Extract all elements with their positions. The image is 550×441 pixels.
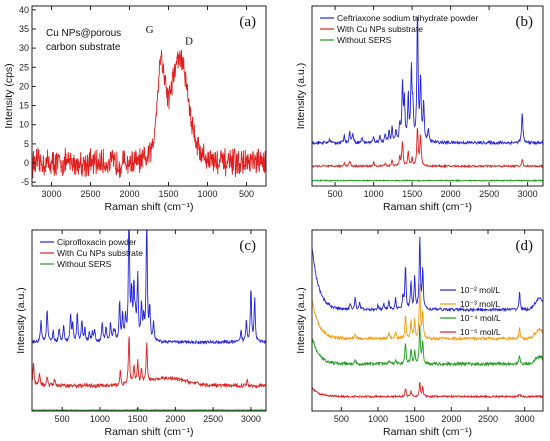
series-line-4 bbox=[312, 381, 543, 399]
legend-entry: 10⁻⁴ mol/L bbox=[460, 313, 501, 323]
x-tick-label: 2500 bbox=[479, 189, 499, 199]
plot-frame bbox=[31, 5, 267, 187]
series-line-2 bbox=[312, 283, 543, 342]
series-line-2 bbox=[32, 336, 266, 389]
annotation-text: Cu NPs@porous bbox=[46, 28, 121, 39]
y-tick-label: 30 bbox=[19, 43, 29, 53]
plot-frame bbox=[311, 229, 544, 412]
x-tick-label: 1500 bbox=[405, 414, 425, 424]
x-tick-label: 2000 bbox=[441, 189, 461, 199]
y-tick-label: 40 bbox=[19, 5, 29, 15]
x-tick-label: 2500 bbox=[478, 414, 498, 424]
y-tick-label: 35 bbox=[19, 24, 29, 34]
x-tick-label: 1500 bbox=[402, 189, 422, 199]
x-tick-label: 2000 bbox=[165, 414, 185, 424]
series-line-3 bbox=[32, 407, 266, 411]
y-tick-label: 20 bbox=[19, 81, 29, 91]
peak-label: G bbox=[146, 24, 154, 36]
x-tick-label: 1000 bbox=[90, 414, 110, 424]
panel-label: (c) bbox=[239, 238, 256, 254]
x-tick-label: 2000 bbox=[119, 189, 139, 199]
series-line-1 bbox=[32, 49, 266, 179]
y-axis-label: Intensity (cps) bbox=[3, 63, 15, 128]
x-tick-label: 1000 bbox=[368, 414, 388, 424]
legend-entry: 10⁻⁵ mol/L bbox=[460, 327, 501, 337]
x-tick-label: 1500 bbox=[128, 414, 148, 424]
x-tick-label: 2000 bbox=[441, 414, 461, 424]
x-tick-label: 500 bbox=[239, 189, 254, 199]
plot-frame bbox=[311, 5, 544, 187]
x-tick-label: 500 bbox=[334, 414, 349, 424]
x-tick-label: 1000 bbox=[197, 189, 217, 199]
y-tick-label: -5 bbox=[21, 177, 29, 187]
series-line-1 bbox=[312, 236, 543, 313]
legend-entry: 10⁻³ mol/L bbox=[460, 299, 500, 309]
series-line-1 bbox=[32, 230, 266, 345]
legend-entry: Ceftriaxone sodium trihydrate powder bbox=[337, 13, 478, 23]
x-tick-label: 3000 bbox=[518, 189, 538, 199]
y-tick-label: 5 bbox=[24, 139, 29, 149]
x-tick-label: 2500 bbox=[203, 414, 223, 424]
x-tick-label: 500 bbox=[55, 414, 70, 424]
x-tick-label: 3000 bbox=[241, 414, 261, 424]
x-tick-label: 3000 bbox=[41, 189, 61, 199]
plot-frame bbox=[31, 229, 267, 412]
x-axis-label: Raman shift (cm⁻¹) bbox=[105, 201, 194, 213]
y-tick-label: 0 bbox=[24, 158, 29, 168]
y-axis-label: Intensity (a.u.) bbox=[295, 287, 307, 354]
panel-label: (d) bbox=[516, 238, 534, 254]
y-axis-label: Intensity (a.u.) bbox=[15, 287, 27, 354]
x-axis-label: Raman shift (cm⁻¹) bbox=[383, 201, 472, 213]
legend-entry: Without SERS bbox=[57, 259, 112, 269]
x-tick-label: 1500 bbox=[158, 189, 178, 199]
annotation-text: carbon substrate bbox=[46, 42, 121, 53]
legend-entry: With Cu NPs substrate bbox=[57, 248, 143, 258]
series-line-3 bbox=[312, 324, 543, 367]
peak-label: D bbox=[185, 35, 193, 47]
x-tick-label: 3000 bbox=[515, 414, 535, 424]
x-tick-label: 2500 bbox=[80, 189, 100, 199]
y-tick-label: 10 bbox=[19, 120, 29, 130]
series-line-1 bbox=[312, 16, 543, 146]
series-line-3 bbox=[312, 178, 543, 183]
x-axis-label: Raman shift (cm⁻¹) bbox=[383, 426, 472, 438]
legend-entry: 10⁻² mol/L bbox=[460, 285, 500, 295]
legend-entry: Without SERS bbox=[337, 35, 392, 45]
y-tick-label: 25 bbox=[19, 62, 29, 72]
chart-panel-4: 500 1000 1500 2000 2500 3000 Raman shift (cm⁻¹… bbox=[295, 229, 544, 438]
x-axis-label: Raman shift (cm⁻¹) bbox=[105, 426, 194, 438]
chart-panel-3: 500 1000 1500 2000 2500 3000 Raman shift (cm⁻¹… bbox=[15, 229, 267, 438]
y-axis-label: Intensity (a.u.) bbox=[295, 63, 307, 130]
legend-entry: Ciprofloxacin powder bbox=[57, 237, 137, 247]
panel-label: (b) bbox=[516, 14, 534, 30]
y-tick-label: 15 bbox=[19, 101, 29, 111]
panel-label: (a) bbox=[239, 14, 256, 30]
legend-entry: With Cu NPs substrate bbox=[337, 24, 423, 34]
x-tick-label: 1000 bbox=[364, 189, 384, 199]
x-tick-label: 500 bbox=[328, 189, 343, 199]
chart-panel-2: 500 1000 1500 2000 2500 3000 Raman shift (cm⁻¹… bbox=[295, 5, 544, 213]
chart-panel-1: 3000 2500 2000 1500 1000 500 -5 0 5 10 15 20 25 30 35 4… bbox=[3, 5, 267, 213]
series-line-2 bbox=[312, 127, 543, 169]
